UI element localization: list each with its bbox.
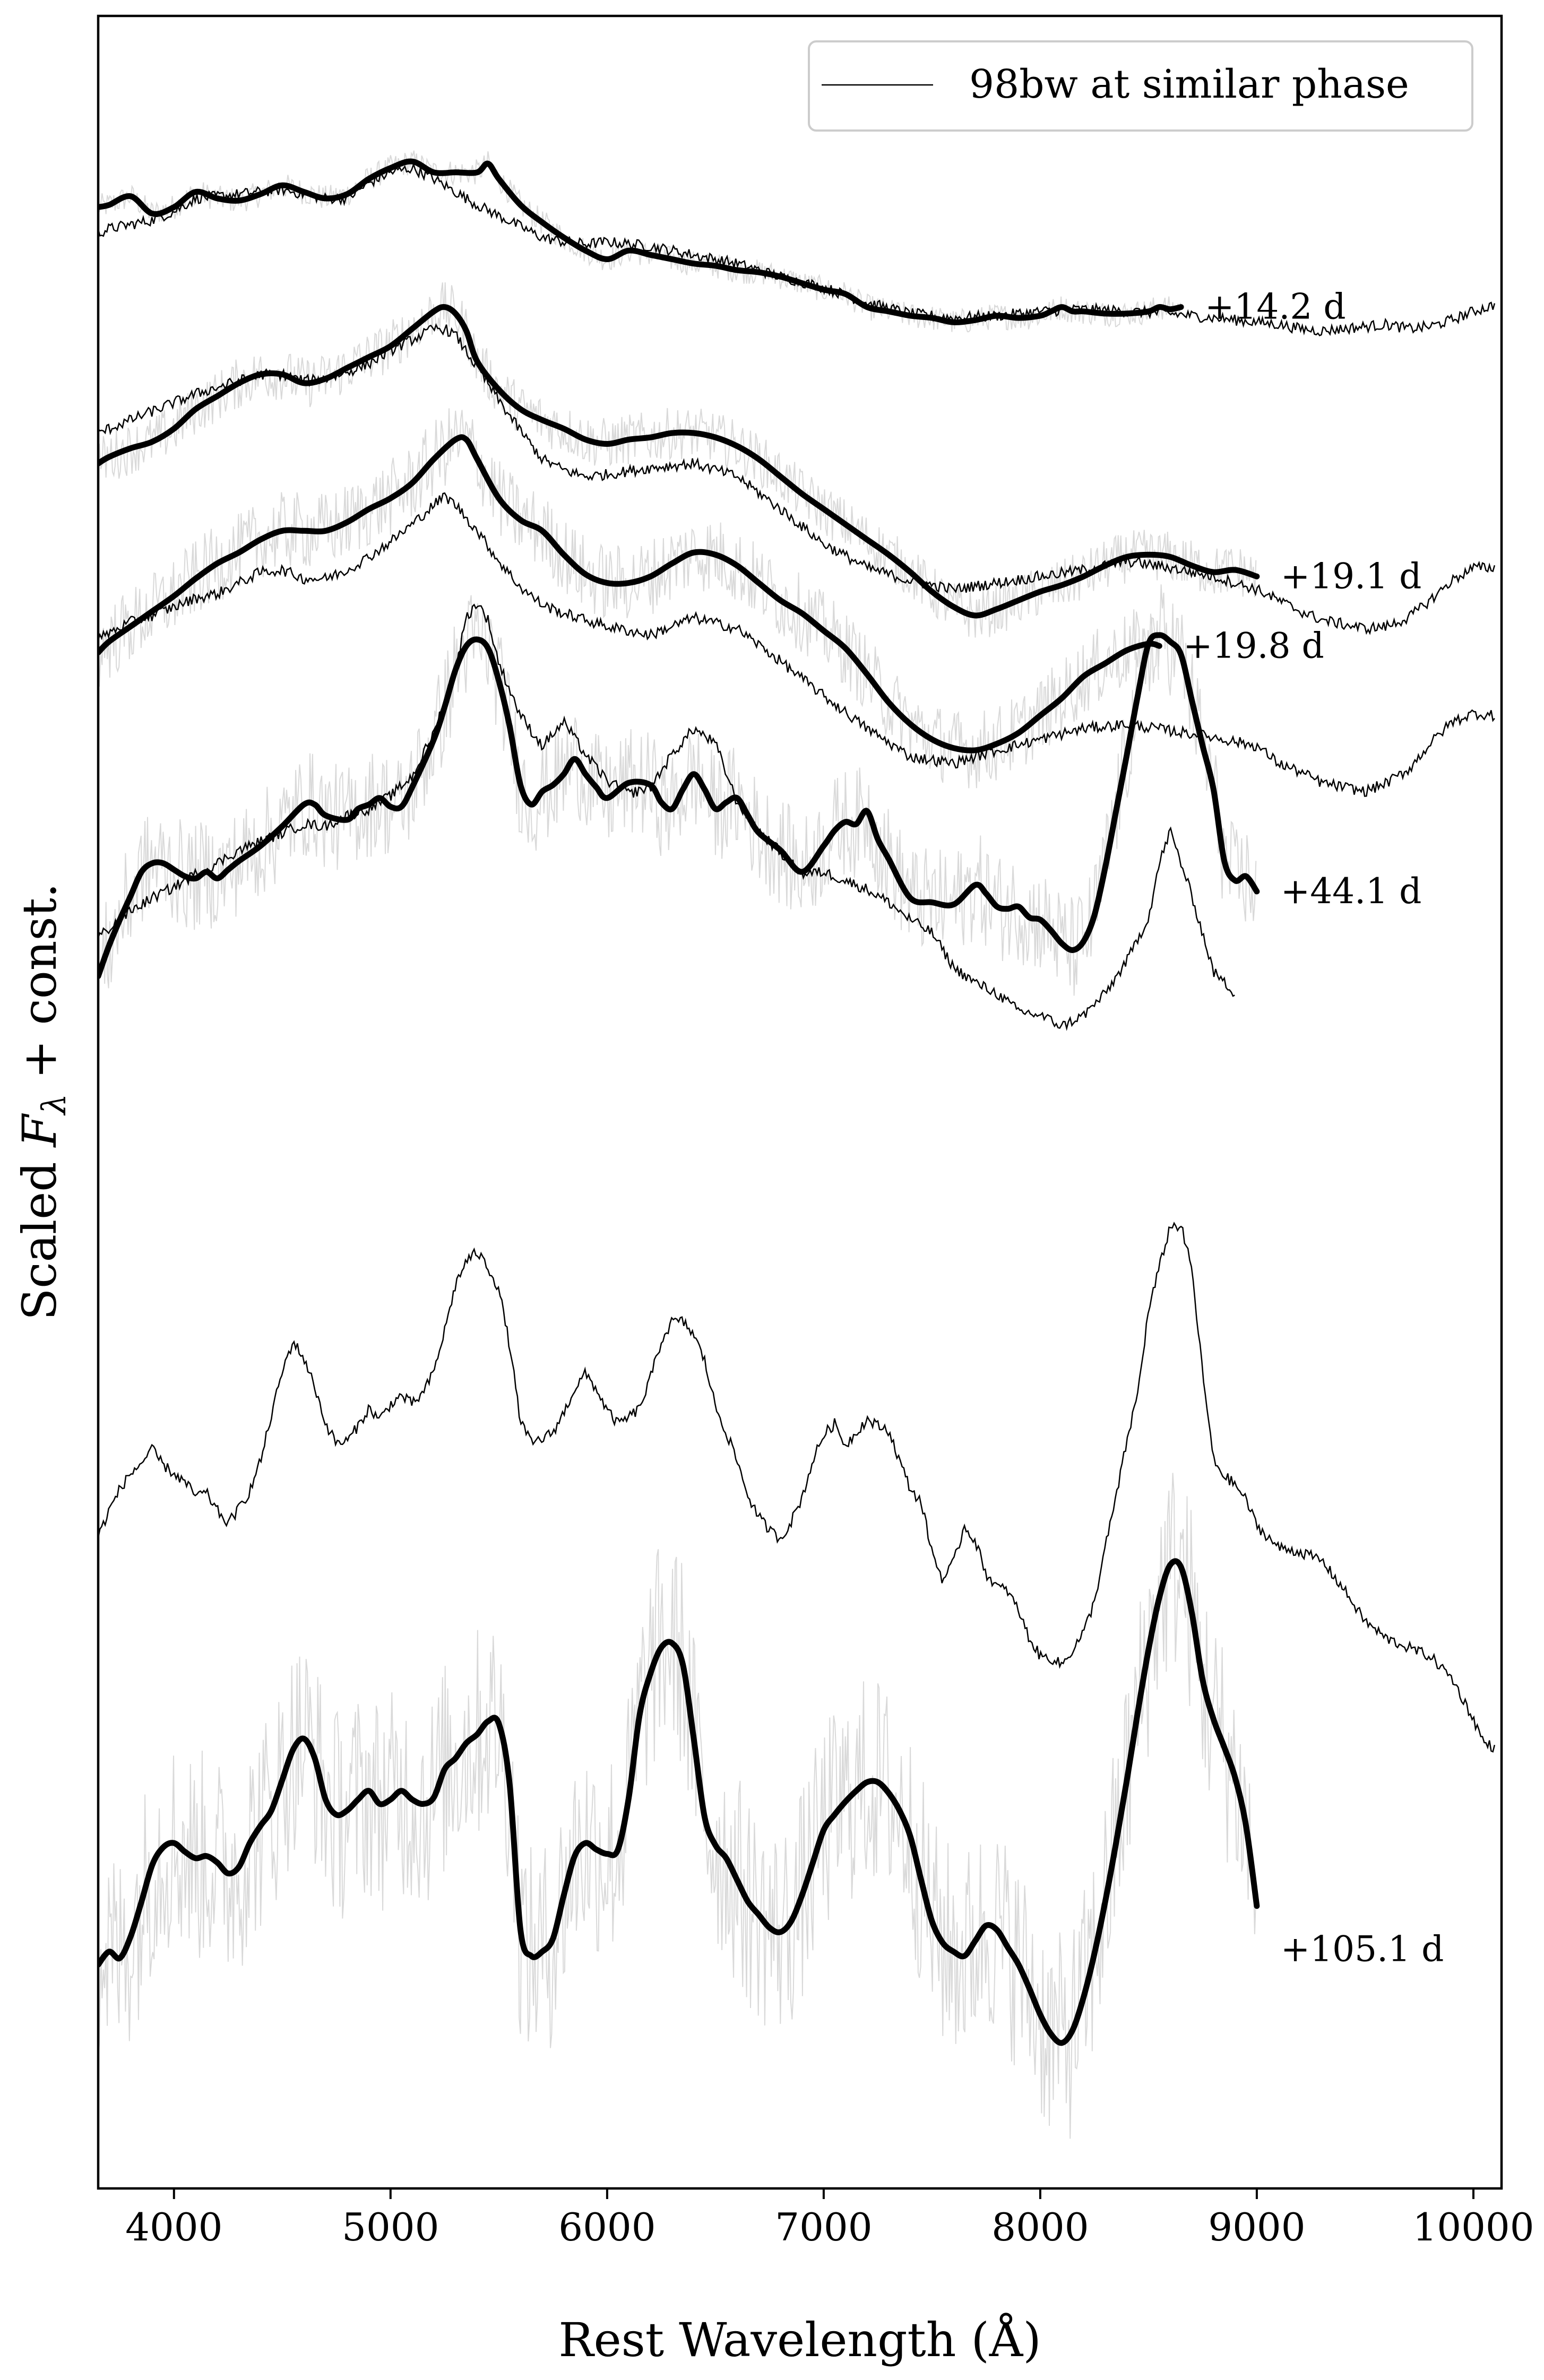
smoothed-spectrum-3: [98, 434, 1162, 754]
phase-label-4: +44.1 d: [1281, 871, 1421, 912]
phase-label-2: +19.1 d: [1281, 556, 1421, 596]
x-tick-label-9000: 9000: [1208, 2205, 1305, 2249]
x-tick-label-6000: 6000: [558, 2205, 655, 2249]
legend: 98bw at similar phase: [808, 40, 1473, 132]
phase-label-3: +19.8 d: [1183, 625, 1324, 666]
legend-box: [808, 40, 1473, 132]
x-tick-label-10000: 10000: [1412, 2205, 1534, 2249]
phase-labels: +14.2 d +19.1 d +19.8 d +44.1 d +105.1 d: [1183, 287, 1444, 1970]
phase-label-5: +105.1 d: [1281, 1929, 1444, 1970]
smoothed-spectra-layer: [98, 158, 1260, 2046]
raw-spectrum-3: [98, 408, 1159, 789]
phase-label-1: +14.2 d: [1205, 287, 1345, 327]
x-tick-label-5000: 5000: [342, 2205, 439, 2249]
comparison-spectrum-98bw-5: [98, 1222, 1496, 1753]
x-axis-ticks: 4000 5000 6000 7000 8000 9000 10000: [125, 2188, 1534, 2249]
plot-frame: [97, 14, 1503, 2190]
comparison-spectrum-98bw-4: [98, 603, 1235, 1031]
comparison-spectrum-98bw-3: [98, 492, 1495, 797]
x-axis-title: Rest Wavelength (Å): [558, 2313, 1041, 2367]
legend-label: 98bw at similar phase: [969, 62, 1409, 107]
smoothed-spectrum-4: [98, 632, 1260, 979]
smoothed-spectrum-5: [98, 1558, 1260, 2046]
x-tick-label-4000: 4000: [125, 2205, 222, 2249]
smoothed-spectrum-1: [98, 158, 1184, 325]
y-axis-title: Scaled Fλ + const.: [12, 883, 73, 1320]
x-tick-label-7000: 7000: [775, 2205, 872, 2249]
x-tick-label-8000: 8000: [991, 2205, 1089, 2249]
raw-spectrum-4: [98, 584, 1257, 996]
smoothed-spectrum-2: [98, 304, 1260, 619]
